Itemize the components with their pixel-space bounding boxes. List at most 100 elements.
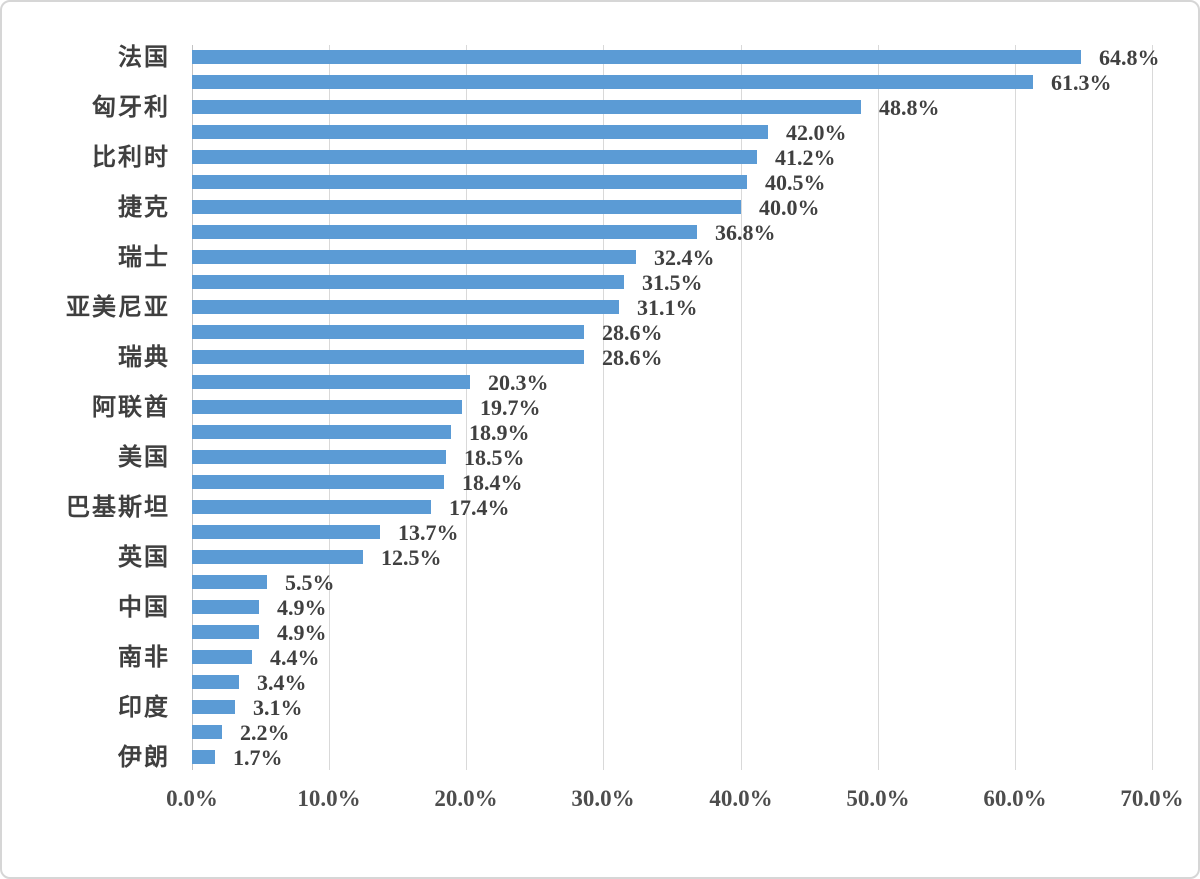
- x-tick-label: 30.0%: [571, 786, 635, 811]
- category-label: 伊朗: [118, 745, 170, 771]
- bar: [192, 525, 380, 539]
- bar: [192, 475, 444, 489]
- value-label: 40.5%: [765, 170, 826, 195]
- bar-row: 13.7%: [192, 520, 1152, 545]
- value-label: 28.6%: [602, 320, 663, 345]
- x-tick-label: 40.0%: [709, 786, 773, 811]
- bar-row: 4.9%: [192, 620, 1152, 645]
- bar-row: 40.5%: [192, 170, 1152, 195]
- value-label: 40.0%: [759, 195, 820, 220]
- value-label: 18.4%: [462, 470, 523, 495]
- bar: [192, 725, 222, 739]
- bar: [192, 75, 1033, 89]
- value-label: 42.0%: [786, 120, 847, 145]
- bar-row: 48.8%: [192, 95, 1152, 120]
- value-label: 31.1%: [637, 295, 698, 320]
- category-label: 阿联酋: [92, 395, 170, 421]
- bar-row: 32.4%: [192, 245, 1152, 270]
- x-tick-label: 70.0%: [1120, 786, 1184, 811]
- bar: [192, 625, 259, 639]
- category-label: 美国: [118, 445, 170, 471]
- x-tick-label: 0.0%: [166, 786, 218, 811]
- bar: [192, 200, 741, 214]
- value-label: 18.5%: [464, 445, 525, 470]
- bar: [192, 450, 446, 464]
- category-label: 巴基斯坦: [66, 495, 170, 521]
- bar: [192, 750, 215, 764]
- value-label: 12.5%: [381, 545, 442, 570]
- x-tick-label: 60.0%: [983, 786, 1047, 811]
- bar: [192, 375, 470, 389]
- value-label: 61.3%: [1051, 70, 1112, 95]
- plot-area: 64.8% 61.3% 48.8% 42.0% 41.2% 40.5% 40.0% 36.8%…: [192, 45, 1160, 770]
- bar-row: 42.0%: [192, 120, 1152, 145]
- bar-row: 3.1%: [192, 695, 1152, 720]
- bar: [192, 600, 259, 614]
- bar-row: 40.0%: [192, 195, 1152, 220]
- gridline: [878, 45, 879, 770]
- value-label: 3.4%: [257, 670, 307, 695]
- bar-row: 20.3%: [192, 370, 1152, 395]
- bar: [192, 275, 624, 289]
- bar-row: 31.1%: [192, 295, 1152, 320]
- bar: [192, 350, 584, 364]
- value-label: 28.6%: [602, 345, 663, 370]
- bar: [192, 575, 267, 589]
- gridline: [466, 45, 467, 770]
- bar-row: 61.3%: [192, 70, 1152, 95]
- value-label: 32.4%: [654, 245, 715, 270]
- value-label: 5.5%: [285, 570, 335, 595]
- bar-row: 18.5%: [192, 445, 1152, 470]
- value-label: 64.8%: [1099, 45, 1160, 70]
- value-label: 3.1%: [253, 695, 303, 720]
- bar-row: 18.9%: [192, 420, 1152, 445]
- category-label: 中国: [118, 595, 170, 621]
- bar: [192, 700, 235, 714]
- value-label: 31.5%: [642, 270, 703, 295]
- bar-row: 28.6%: [192, 320, 1152, 345]
- bar-row: 17.4%: [192, 495, 1152, 520]
- gridline: [1152, 45, 1153, 770]
- value-label: 4.4%: [270, 645, 320, 670]
- bar-row: 36.8%: [192, 220, 1152, 245]
- value-label: 18.9%: [469, 420, 530, 445]
- value-label: 19.7%: [480, 395, 541, 420]
- value-label: 17.4%: [449, 495, 510, 520]
- category-label: 印度: [118, 695, 170, 721]
- bar: [192, 250, 636, 264]
- bar: [192, 425, 451, 439]
- bar-row: 28.6%: [192, 345, 1152, 370]
- bar: [192, 550, 363, 564]
- x-tick-label: 10.0%: [297, 786, 361, 811]
- bar: [192, 300, 619, 314]
- category-label: 法国: [118, 45, 170, 71]
- gridline: [1015, 45, 1016, 770]
- bar: [192, 675, 239, 689]
- bar: [192, 125, 768, 139]
- value-label: 13.7%: [398, 520, 459, 545]
- category-label: 瑞士: [118, 245, 170, 271]
- bar-row: 64.8%: [192, 45, 1160, 70]
- bar-row: 4.4%: [192, 645, 1152, 670]
- category-label: 比利时: [92, 145, 170, 171]
- category-label: 捷克: [118, 195, 170, 221]
- value-label: 1.7%: [233, 745, 283, 770]
- value-label: 41.2%: [775, 145, 836, 170]
- x-tick-label: 20.0%: [434, 786, 498, 811]
- value-label: 20.3%: [488, 370, 549, 395]
- value-label: 4.9%: [277, 620, 327, 645]
- gridline: [603, 45, 604, 770]
- bar: [192, 650, 252, 664]
- bar-row: 2.2%: [192, 720, 1152, 745]
- bar: [192, 150, 757, 164]
- bar-row: 41.2%: [192, 145, 1152, 170]
- bar: [192, 100, 861, 114]
- bar-row: 5.5%: [192, 570, 1152, 595]
- value-label: 48.8%: [879, 95, 940, 120]
- bar: [192, 225, 697, 239]
- bar-row: 12.5%: [192, 545, 1152, 570]
- value-label: 2.2%: [240, 720, 290, 745]
- bar-row: 31.5%: [192, 270, 1152, 295]
- bar: [192, 325, 584, 339]
